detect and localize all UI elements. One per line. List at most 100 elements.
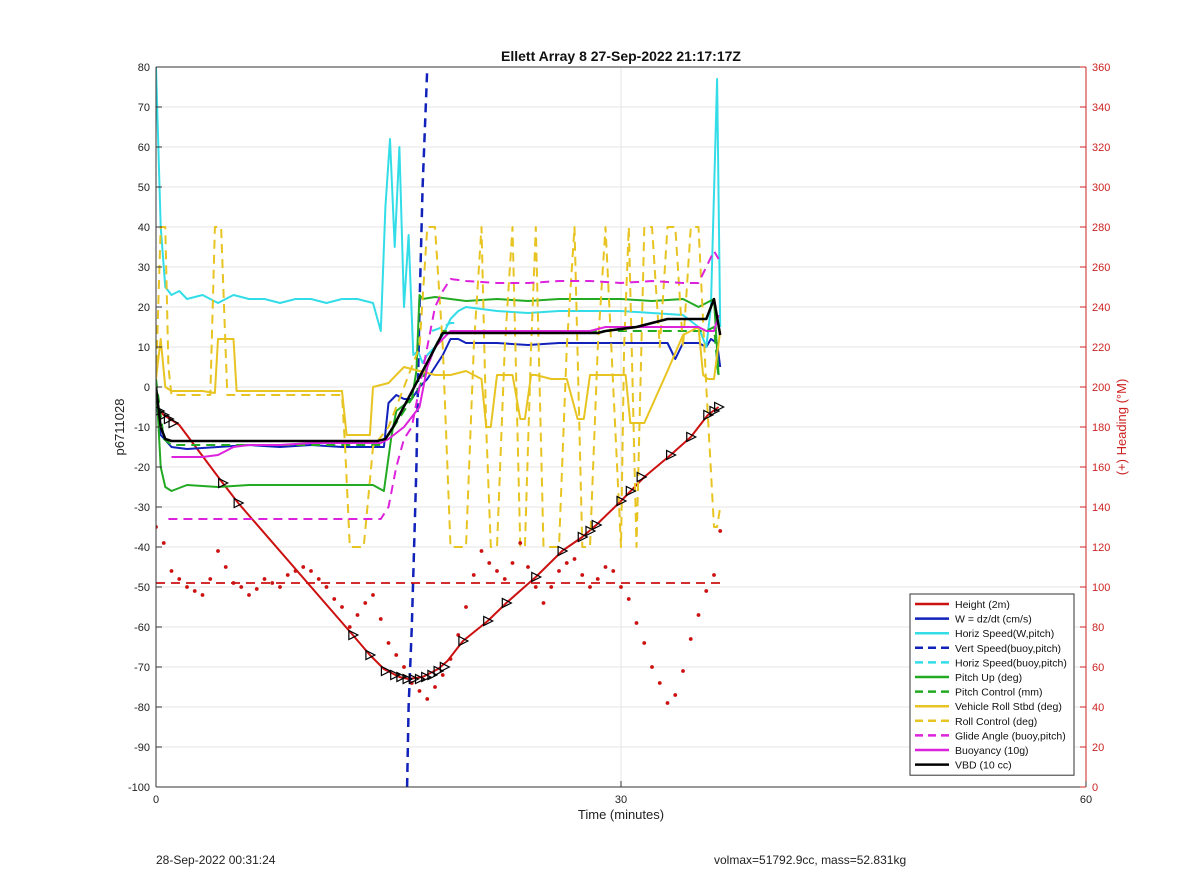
heading-point bbox=[309, 569, 313, 573]
height-marker bbox=[414, 673, 426, 685]
x-tick-label: 0 bbox=[153, 794, 159, 806]
y2-tick-label: 160 bbox=[1092, 462, 1110, 474]
heading-point bbox=[642, 641, 647, 645]
heading-point bbox=[247, 593, 251, 597]
height-marker bbox=[348, 629, 360, 641]
y-tick-label: 40 bbox=[138, 222, 150, 234]
height-marker bbox=[402, 673, 414, 685]
heading-point bbox=[502, 577, 507, 581]
heading-point bbox=[665, 701, 670, 705]
heading-point bbox=[572, 557, 577, 561]
legend-label: Pitch Up (deg) bbox=[955, 672, 1022, 684]
y2-tick-label: 280 bbox=[1092, 222, 1110, 234]
height-marker bbox=[483, 615, 495, 627]
heading-point bbox=[510, 561, 515, 565]
heading-point bbox=[518, 541, 523, 545]
height-marker bbox=[591, 519, 603, 531]
y2-tick-label: 320 bbox=[1092, 142, 1110, 154]
legend-label: Height (2m) bbox=[955, 599, 1010, 611]
series-line bbox=[156, 67, 722, 364]
height-marker bbox=[433, 665, 445, 677]
heading-point bbox=[285, 573, 290, 577]
heading-point bbox=[239, 585, 244, 589]
y-tick-label: -10 bbox=[134, 422, 150, 434]
height-marker bbox=[168, 417, 180, 429]
height-marker bbox=[365, 649, 377, 661]
y2-tick-label: 300 bbox=[1092, 182, 1110, 194]
heading-point bbox=[688, 637, 693, 641]
height-marker bbox=[218, 477, 229, 489]
legend-label: Horiz Speed(buoy,pitch) bbox=[955, 657, 1067, 669]
heading-point bbox=[301, 565, 306, 569]
heading-point bbox=[681, 669, 685, 673]
heading-point bbox=[673, 693, 678, 697]
x-tick-label: 30 bbox=[615, 794, 627, 806]
y2-tick-label: 40 bbox=[1092, 702, 1104, 714]
x-tick-label: 60 bbox=[1080, 794, 1092, 806]
legend-box bbox=[909, 593, 1075, 776]
heading-point bbox=[278, 585, 282, 589]
heading-point bbox=[440, 673, 445, 677]
heading-point bbox=[347, 625, 352, 629]
height-marker bbox=[616, 495, 628, 507]
height-marker bbox=[686, 431, 698, 443]
heading-point bbox=[293, 569, 298, 573]
heading-point bbox=[541, 601, 546, 605]
series-line bbox=[156, 326, 720, 446]
heading-point bbox=[394, 653, 399, 657]
heading-point bbox=[262, 577, 267, 581]
heading-point bbox=[340, 605, 344, 609]
legend-label: VBD (10 cc) bbox=[955, 760, 1012, 772]
chart-title: Ellett Array 8 27-Sep-2022 21:17:17Z bbox=[501, 48, 741, 64]
heading-point bbox=[200, 593, 205, 597]
height-marker bbox=[703, 409, 715, 421]
y-tick-label: -20 bbox=[134, 462, 150, 474]
y-tick-label: -50 bbox=[134, 582, 150, 594]
y-tick-label: -70 bbox=[134, 662, 150, 674]
heading-point bbox=[433, 685, 437, 689]
y2-axis-label: (+) Heading (°M) bbox=[1114, 379, 1129, 476]
height-marker bbox=[408, 673, 420, 685]
series-line bbox=[156, 338, 722, 450]
y2-tick-label: 240 bbox=[1092, 302, 1110, 314]
heading-point bbox=[580, 573, 585, 577]
y2-tick-label: 100 bbox=[1092, 582, 1110, 594]
y2-tick-label: 120 bbox=[1092, 542, 1110, 554]
heading-point bbox=[216, 549, 220, 553]
height-marker bbox=[380, 665, 392, 677]
heading-point bbox=[254, 587, 259, 591]
heading-point bbox=[208, 577, 213, 581]
height-marker bbox=[665, 449, 677, 461]
heading-point bbox=[456, 633, 461, 637]
legend-label: W = dz/dt (cm/s) bbox=[955, 614, 1032, 626]
y-tick-label: 0 bbox=[144, 382, 150, 394]
y2-tick-label: 220 bbox=[1092, 342, 1110, 354]
height-marker bbox=[390, 669, 402, 681]
x-axis-label: Time (minutes) bbox=[578, 807, 664, 822]
heading-point bbox=[526, 565, 530, 569]
height-marker bbox=[233, 497, 245, 509]
y-tick-label: 30 bbox=[138, 262, 150, 274]
heading-point bbox=[417, 689, 422, 693]
heading-point bbox=[332, 597, 337, 601]
height-marker bbox=[439, 661, 451, 673]
y-tick-label: -90 bbox=[134, 742, 150, 754]
heading-point bbox=[549, 585, 554, 589]
heading-point bbox=[712, 573, 716, 577]
series-line bbox=[156, 297, 722, 443]
heading-point bbox=[270, 581, 275, 585]
heading-point bbox=[704, 589, 709, 593]
heading-point bbox=[479, 549, 484, 553]
heading-point bbox=[425, 697, 430, 701]
heading-point bbox=[402, 665, 406, 669]
heading-point bbox=[464, 605, 468, 609]
legend-label: Roll Control (deg) bbox=[955, 716, 1037, 728]
height-marker bbox=[501, 597, 513, 609]
y2-tick-label: 260 bbox=[1092, 262, 1110, 274]
y-tick-label: 20 bbox=[138, 302, 150, 314]
footer-timestamp: 28-Sep-2022 00:31:24 bbox=[156, 853, 276, 867]
height-marker bbox=[625, 485, 637, 497]
height-marker bbox=[585, 525, 597, 537]
heading-point bbox=[657, 681, 662, 685]
y2-tick-label: 340 bbox=[1092, 102, 1110, 114]
